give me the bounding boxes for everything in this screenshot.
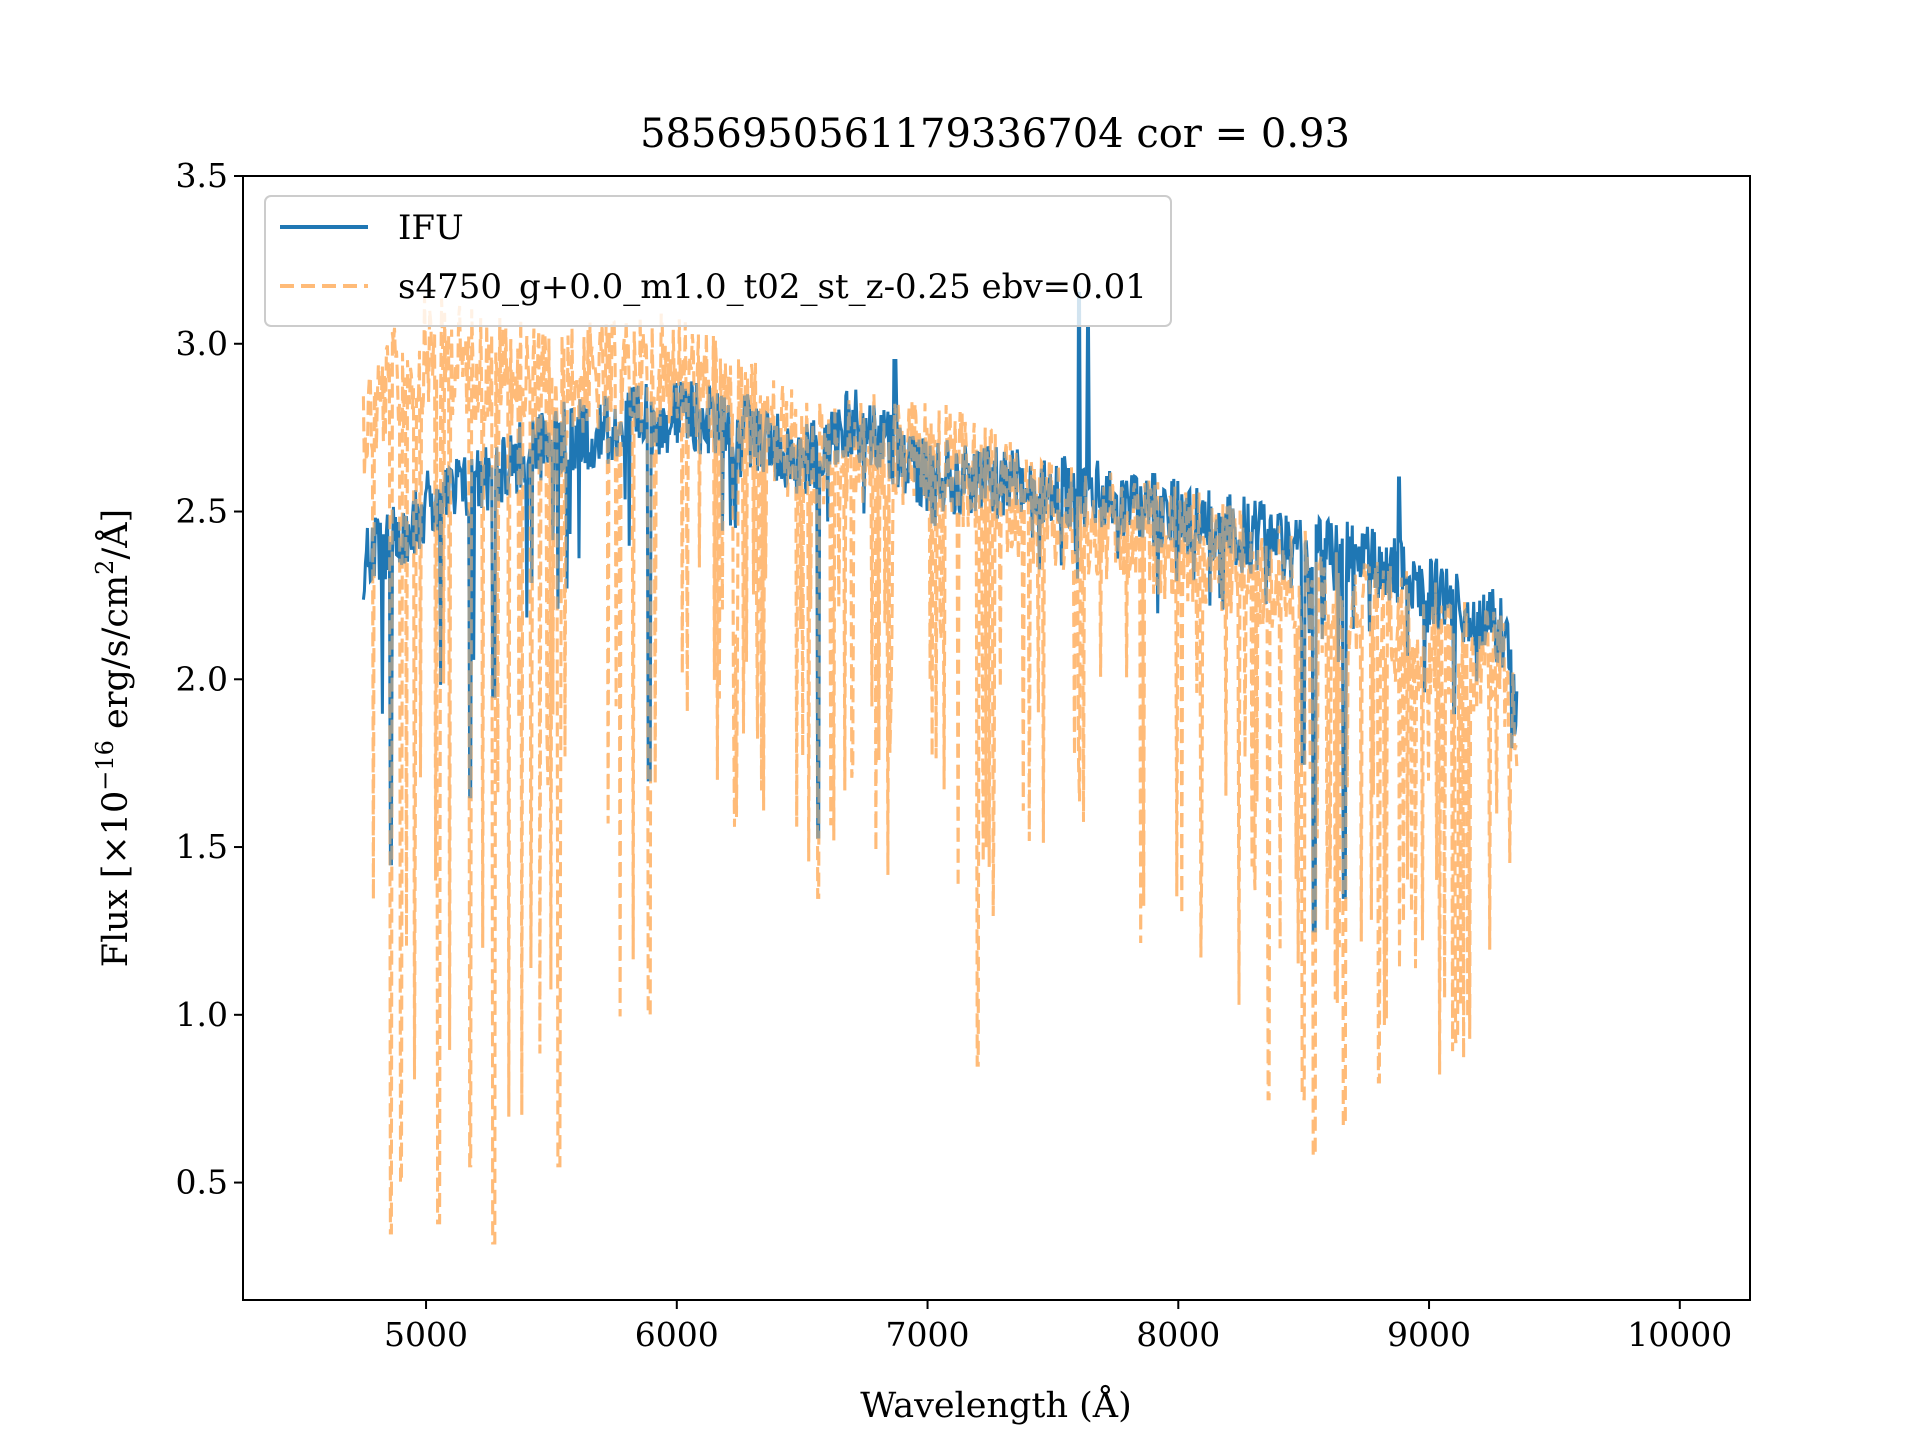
x-axis: 5000 6000 7000 8000 9000 10000: [384, 1300, 1732, 1354]
axes-frame: [242, 175, 1751, 1301]
y-tick-label: 3.5: [176, 156, 228, 195]
x-tick-label: 10000: [1627, 1315, 1732, 1354]
y-axis-label: Flux [×10−16 erg/s/cm2/Å]: [91, 509, 136, 967]
legend-label-ifu: IFU: [398, 208, 464, 248]
y-tick-label: 0.5: [176, 1163, 228, 1202]
y-tick-label: 1.5: [176, 827, 228, 866]
legend-label-model: s4750_g+0.0_m1.0_t02_st_z-0.25 ebv=0.01: [398, 267, 1147, 307]
x-axis-label: Wavelength (Å): [860, 1383, 1131, 1426]
plot-area: [361, 291, 1519, 1245]
x-tick-label: 7000: [886, 1315, 970, 1354]
x-tick-label: 9000: [1387, 1315, 1471, 1354]
x-tick-label: 8000: [1136, 1315, 1220, 1354]
x-tick-label: 5000: [384, 1315, 468, 1354]
series-line-model-overlay: [361, 295, 1519, 1245]
y-label-mid: erg/s/cm: [96, 575, 136, 740]
y-label-post: /Å]: [93, 509, 136, 560]
x-tick-label: 6000: [635, 1315, 719, 1354]
y-axis: 0.5 1.0 1.5 2.0 2.5 3.0 3.5: [176, 156, 243, 1202]
y-label-exp2: 2: [91, 560, 119, 575]
chart-title: 5856950561179336704 cor = 0.93: [640, 111, 1350, 157]
legend-box: [264, 195, 1172, 327]
y-tick-label: 2.0: [176, 659, 228, 698]
y-tick-label: 1.0: [176, 995, 228, 1034]
y-tick-label: 2.5: [176, 492, 228, 531]
y-label-exp1: −16: [91, 740, 119, 791]
y-label-pre: Flux [×10: [96, 791, 136, 967]
legend: IFU s4750_g+0.0_m1.0_t02_st_z-0.25 ebv=0…: [264, 195, 1172, 327]
y-tick-label: 3.0: [176, 324, 228, 363]
